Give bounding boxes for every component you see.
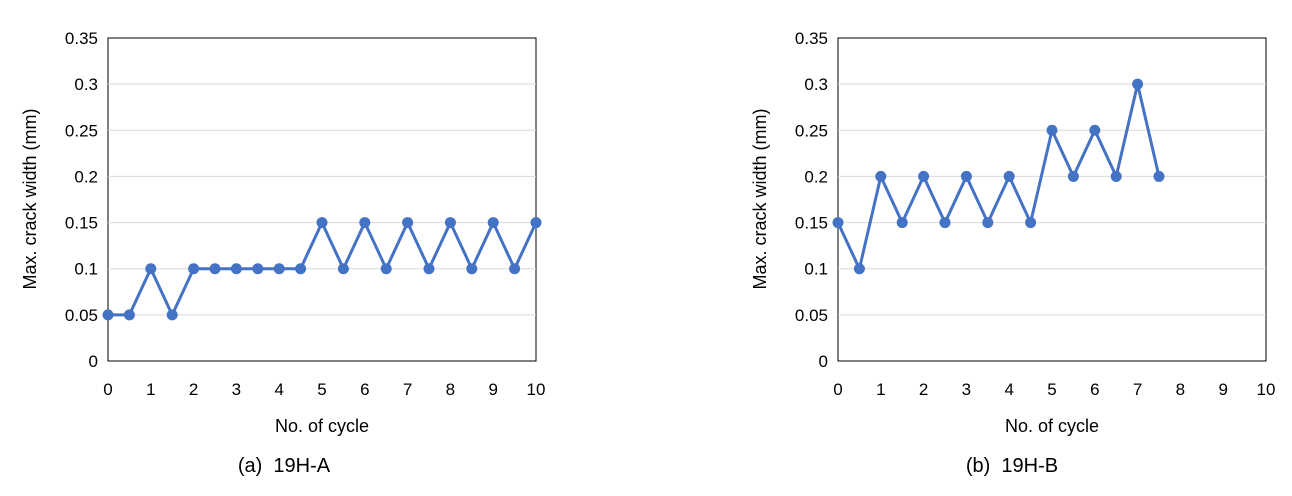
x-tick-label: 2 xyxy=(189,380,198,399)
plot-area xyxy=(107,37,537,362)
x-tick-label: 7 xyxy=(403,380,412,399)
chart-caption: (b) 19H-B xyxy=(966,455,1058,477)
y-tick-label: 0.3 xyxy=(804,75,828,94)
y-tick-label: 0.15 xyxy=(65,214,98,233)
data-point xyxy=(939,217,951,229)
data-point xyxy=(230,263,242,275)
x-axis-label: No. of cycle xyxy=(1005,416,1099,436)
data-point xyxy=(295,263,307,275)
data-point xyxy=(1046,124,1058,136)
data-point xyxy=(444,217,456,229)
data-point xyxy=(273,263,285,275)
y-tick-labels: 0 0.05 0.1 0.15 0.2 0.25 0.3 0.35 xyxy=(65,29,98,371)
plot-area xyxy=(837,37,1267,362)
x-axis-label: No. of cycle xyxy=(275,416,369,436)
x-tick-label: 5 xyxy=(317,380,326,399)
x-tick-label: 6 xyxy=(360,380,369,399)
data-point xyxy=(359,217,371,229)
x-tick-label: 6 xyxy=(1090,380,1099,399)
x-tick-label: 8 xyxy=(446,380,455,399)
data-point xyxy=(832,217,844,229)
x-tick-label: 0 xyxy=(103,380,112,399)
x-tick-label: 0 xyxy=(833,380,842,399)
series-line xyxy=(102,217,542,321)
data-point xyxy=(1110,170,1122,182)
data-point xyxy=(530,217,542,229)
y-tick-labels: 0 0.05 0.1 0.15 0.2 0.25 0.3 0.35 xyxy=(795,29,828,371)
x-tick-label: 4 xyxy=(274,380,283,399)
y-tick-label: 0 xyxy=(89,352,98,371)
y-tick-label: 0.05 xyxy=(795,306,828,325)
data-point xyxy=(853,263,865,275)
data-point xyxy=(960,170,972,182)
x-tick-label: 9 xyxy=(488,380,497,399)
x-tick-label: 8 xyxy=(1176,380,1185,399)
data-point xyxy=(188,263,200,275)
data-point xyxy=(918,170,930,182)
data-point xyxy=(166,309,178,321)
data-point xyxy=(123,309,135,321)
y-tick-label: 0.05 xyxy=(65,306,98,325)
data-point xyxy=(145,263,157,275)
data-point xyxy=(337,263,349,275)
data-point xyxy=(982,217,994,229)
x-tick-label: 3 xyxy=(232,380,241,399)
y-tick-label: 0.1 xyxy=(74,260,98,279)
y-tick-label: 0.15 xyxy=(795,214,828,233)
chart-19h-b: 00.050.10.150.20.250.30.35 0 1 2 3 4 5 6 7 8 9 10 … xyxy=(750,29,1275,477)
y-tick-label: 0.25 xyxy=(65,121,98,140)
y-tick-label: 0.35 xyxy=(795,29,828,48)
y-tick-label: 0.25 xyxy=(795,121,828,140)
x-tick-label: 10 xyxy=(1257,380,1276,399)
data-point xyxy=(1067,170,1079,182)
x-tick-label: 7 xyxy=(1133,380,1142,399)
y-tick-label: 0 xyxy=(819,352,828,371)
y-tick-label: 0.2 xyxy=(804,167,828,186)
chart-19h-a: 00.050.10.150.20.250.30.35 0 1 2 3 4 5 6 7 8 9 10 … xyxy=(20,29,545,477)
series-line-path xyxy=(836,82,1161,271)
data-point xyxy=(102,309,114,321)
data-point xyxy=(1025,217,1037,229)
x-tick-label: 3 xyxy=(962,380,971,399)
y-tick-label: 0.1 xyxy=(804,260,828,279)
y-axis-label: Max. crack width (mm) xyxy=(750,108,770,289)
x-tick-labels: 0 1 2 3 4 5 6 7 8 9 10 xyxy=(833,380,1275,399)
data-point xyxy=(1003,170,1015,182)
x-tick-label: 2 xyxy=(919,380,928,399)
x-tick-label: 5 xyxy=(1047,380,1056,399)
data-point xyxy=(423,263,435,275)
data-point xyxy=(896,217,908,229)
data-point xyxy=(380,263,392,275)
y-tick-label: 0.3 xyxy=(74,75,98,94)
series-line xyxy=(832,78,1165,275)
data-point xyxy=(1132,78,1144,90)
data-point xyxy=(509,263,521,275)
x-tick-label: 9 xyxy=(1218,380,1227,399)
data-point xyxy=(402,217,414,229)
data-point xyxy=(1089,124,1101,136)
data-point xyxy=(466,263,478,275)
data-point xyxy=(1153,170,1165,182)
data-point xyxy=(252,263,264,275)
data-point xyxy=(487,217,499,229)
gridlines xyxy=(838,83,1266,316)
x-tick-labels: 0 1 2 3 4 5 6 7 8 9 10 xyxy=(103,380,545,399)
x-tick-label: 1 xyxy=(876,380,885,399)
data-point xyxy=(316,217,328,229)
x-tick-label: 4 xyxy=(1004,380,1013,399)
data-point xyxy=(209,263,221,275)
x-tick-label: 10 xyxy=(527,380,546,399)
chart-caption: (a) 19H-A xyxy=(238,455,331,477)
y-tick-label: 0.2 xyxy=(74,167,98,186)
y-tick-label: 0.35 xyxy=(65,29,98,48)
data-point xyxy=(875,170,887,182)
gridlines xyxy=(108,83,536,316)
x-tick-label: 1 xyxy=(146,380,155,399)
y-axis-label: Max. crack width (mm) xyxy=(20,108,40,289)
